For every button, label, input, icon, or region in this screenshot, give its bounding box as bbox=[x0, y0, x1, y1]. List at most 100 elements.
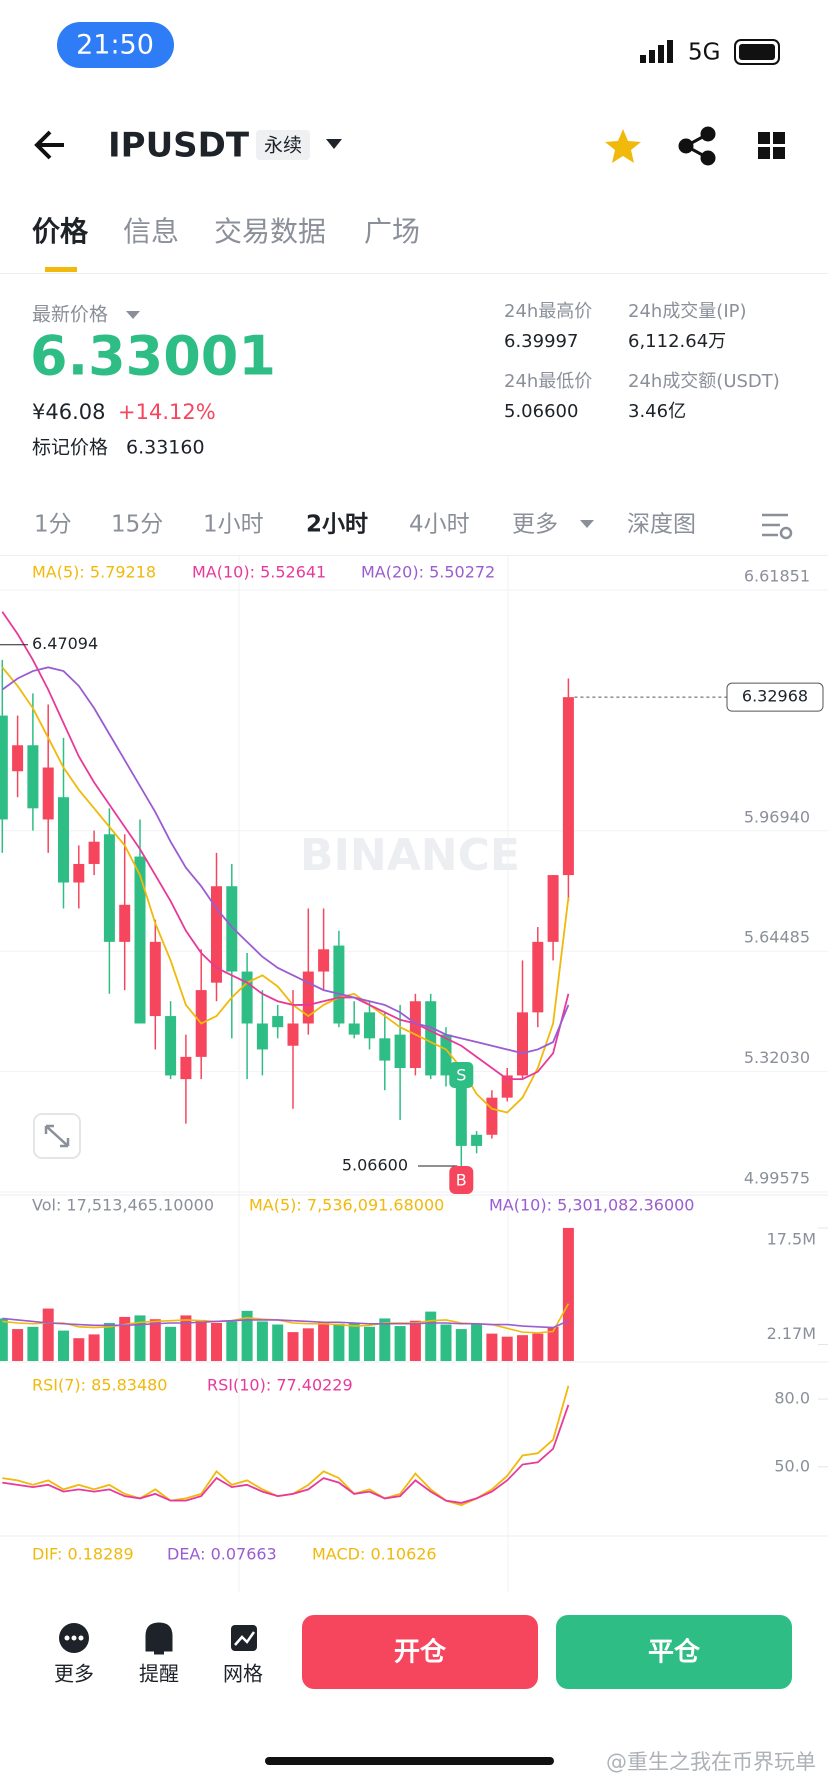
contract-tag: 永续 bbox=[264, 135, 302, 157]
legend-entry: RSI(10): 77.40229 bbox=[207, 1376, 353, 1395]
layout-menu[interactable] bbox=[758, 132, 785, 159]
candle-body bbox=[103, 834, 115, 942]
volume-bar bbox=[379, 1318, 391, 1361]
interval[interactable]: 深度图 bbox=[627, 512, 696, 538]
candle-body bbox=[256, 1023, 268, 1050]
volume-bar bbox=[471, 1324, 483, 1361]
buy-signal-label: B bbox=[456, 1171, 467, 1190]
candle-body bbox=[333, 945, 345, 1024]
candle-body bbox=[440, 1034, 452, 1076]
candle-body bbox=[134, 856, 146, 1024]
candle-body bbox=[425, 1001, 437, 1076]
volume-bar bbox=[0, 1318, 8, 1361]
legend-entry: MACD: 0.10626 bbox=[312, 1545, 437, 1564]
volume-bar bbox=[348, 1323, 360, 1361]
close-label[interactable]: 平仓 bbox=[648, 1637, 701, 1668]
mark-label: 标记价格 bbox=[32, 437, 108, 459]
candle-body bbox=[149, 941, 161, 1017]
candle-body bbox=[211, 886, 222, 983]
candle-body bbox=[58, 797, 69, 883]
volume-bar bbox=[455, 1329, 467, 1361]
volume-bar bbox=[425, 1311, 437, 1361]
candle-body bbox=[88, 841, 100, 864]
volume-bar bbox=[532, 1333, 544, 1361]
legend-entry: DIF: 0.18289 bbox=[32, 1545, 134, 1564]
candle-body bbox=[486, 1097, 498, 1135]
y-tick-label: 5.32030 bbox=[744, 1048, 810, 1067]
volume-bar bbox=[318, 1322, 330, 1361]
tab[interactable]: 广场 bbox=[364, 215, 420, 248]
nav-label[interactable]: 更多 bbox=[54, 1662, 94, 1686]
volume-bar bbox=[440, 1324, 452, 1361]
nav-label[interactable]: 网格 bbox=[223, 1662, 263, 1686]
y-tick-label: 80.0 bbox=[774, 1389, 810, 1408]
volume-bar bbox=[486, 1333, 498, 1361]
open-label[interactable]: 开仓 bbox=[394, 1637, 447, 1668]
change: +14.12% bbox=[118, 400, 216, 424]
candle-body bbox=[12, 745, 24, 772]
last-price-label: 6.32968 bbox=[742, 687, 808, 706]
volume-bar bbox=[27, 1326, 39, 1361]
grid-icon-line bbox=[234, 1631, 256, 1646]
interval[interactable]: 更多 bbox=[512, 512, 558, 538]
ma-line bbox=[1, 666, 570, 1055]
interval[interactable]: 1分 bbox=[34, 512, 72, 538]
volume-ma-line bbox=[2, 1303, 570, 1334]
chart: BINANCE 6.61851 5.96940 5.64485 5.32030 4.995… bbox=[0, 563, 828, 1564]
volume-bar bbox=[134, 1315, 146, 1361]
volume-bar bbox=[287, 1332, 299, 1361]
low-label: 5.06600 bbox=[342, 1155, 408, 1174]
candle-body bbox=[272, 1016, 284, 1028]
ma-line bbox=[1, 666, 570, 1114]
volume-ma-line bbox=[2, 1317, 569, 1329]
battery bbox=[734, 39, 780, 65]
candle-body bbox=[379, 1038, 391, 1061]
share[interactable] bbox=[678, 126, 716, 166]
candle-body bbox=[119, 904, 131, 942]
battery-level bbox=[739, 44, 775, 60]
more-dropdown[interactable] bbox=[580, 520, 594, 528]
candle-body bbox=[348, 1023, 360, 1035]
chart-settings[interactable] bbox=[762, 513, 793, 540]
symbol[interactable]: IPUSDT bbox=[108, 126, 250, 166]
candle-body bbox=[562, 697, 574, 876]
interval[interactable]: 1小时 bbox=[203, 512, 264, 538]
nav-label[interactable]: 提醒 bbox=[139, 1662, 179, 1686]
volume-legend: Vol: 17,513,465.10000 bbox=[32, 1196, 214, 1215]
interval[interactable]: 15分 bbox=[111, 512, 163, 538]
legend-entry: MA(20): 5.50272 bbox=[361, 563, 495, 582]
ma-line bbox=[1, 611, 570, 1081]
candle-body bbox=[455, 1079, 467, 1146]
volume-bar bbox=[88, 1334, 100, 1361]
legend-entry: MA(10): 5,301,082.36000 bbox=[489, 1196, 694, 1215]
candle-body bbox=[287, 1023, 299, 1046]
stat-value: 3.46亿 bbox=[628, 401, 686, 422]
tab[interactable]: 价格 bbox=[32, 215, 89, 248]
candle-body bbox=[226, 886, 238, 972]
alert-icon[interactable] bbox=[145, 1622, 173, 1655]
volume-bar bbox=[211, 1323, 222, 1361]
volume-bar bbox=[42, 1308, 54, 1361]
legend-entry: DEA: 0.07663 bbox=[167, 1545, 277, 1564]
mark-price: 6.33160 bbox=[126, 437, 205, 459]
candle-body bbox=[27, 745, 39, 809]
label-dropdown[interactable] bbox=[126, 311, 140, 319]
stat-value: 6.39997 bbox=[504, 331, 578, 352]
symbol-dropdown[interactable] bbox=[326, 139, 342, 149]
interval[interactable]: 4小时 bbox=[409, 512, 470, 538]
volume-bar bbox=[394, 1326, 406, 1361]
legend-entry: MA(5): 7,536,091.68000 bbox=[249, 1196, 444, 1215]
more-dots bbox=[64, 1635, 84, 1641]
volume-bar bbox=[165, 1326, 177, 1361]
close-button[interactable] bbox=[556, 1615, 792, 1689]
interval[interactable]: 2小时 bbox=[306, 512, 368, 538]
time-pill bbox=[57, 22, 174, 68]
back-button[interactable] bbox=[34, 130, 64, 160]
volume-bar bbox=[364, 1326, 375, 1361]
favorite[interactable] bbox=[605, 129, 641, 163]
tab[interactable]: 信息 bbox=[123, 215, 179, 248]
tab[interactable]: 交易数据 bbox=[214, 215, 326, 248]
open-button[interactable] bbox=[302, 1615, 538, 1689]
volume-bar bbox=[73, 1338, 85, 1361]
